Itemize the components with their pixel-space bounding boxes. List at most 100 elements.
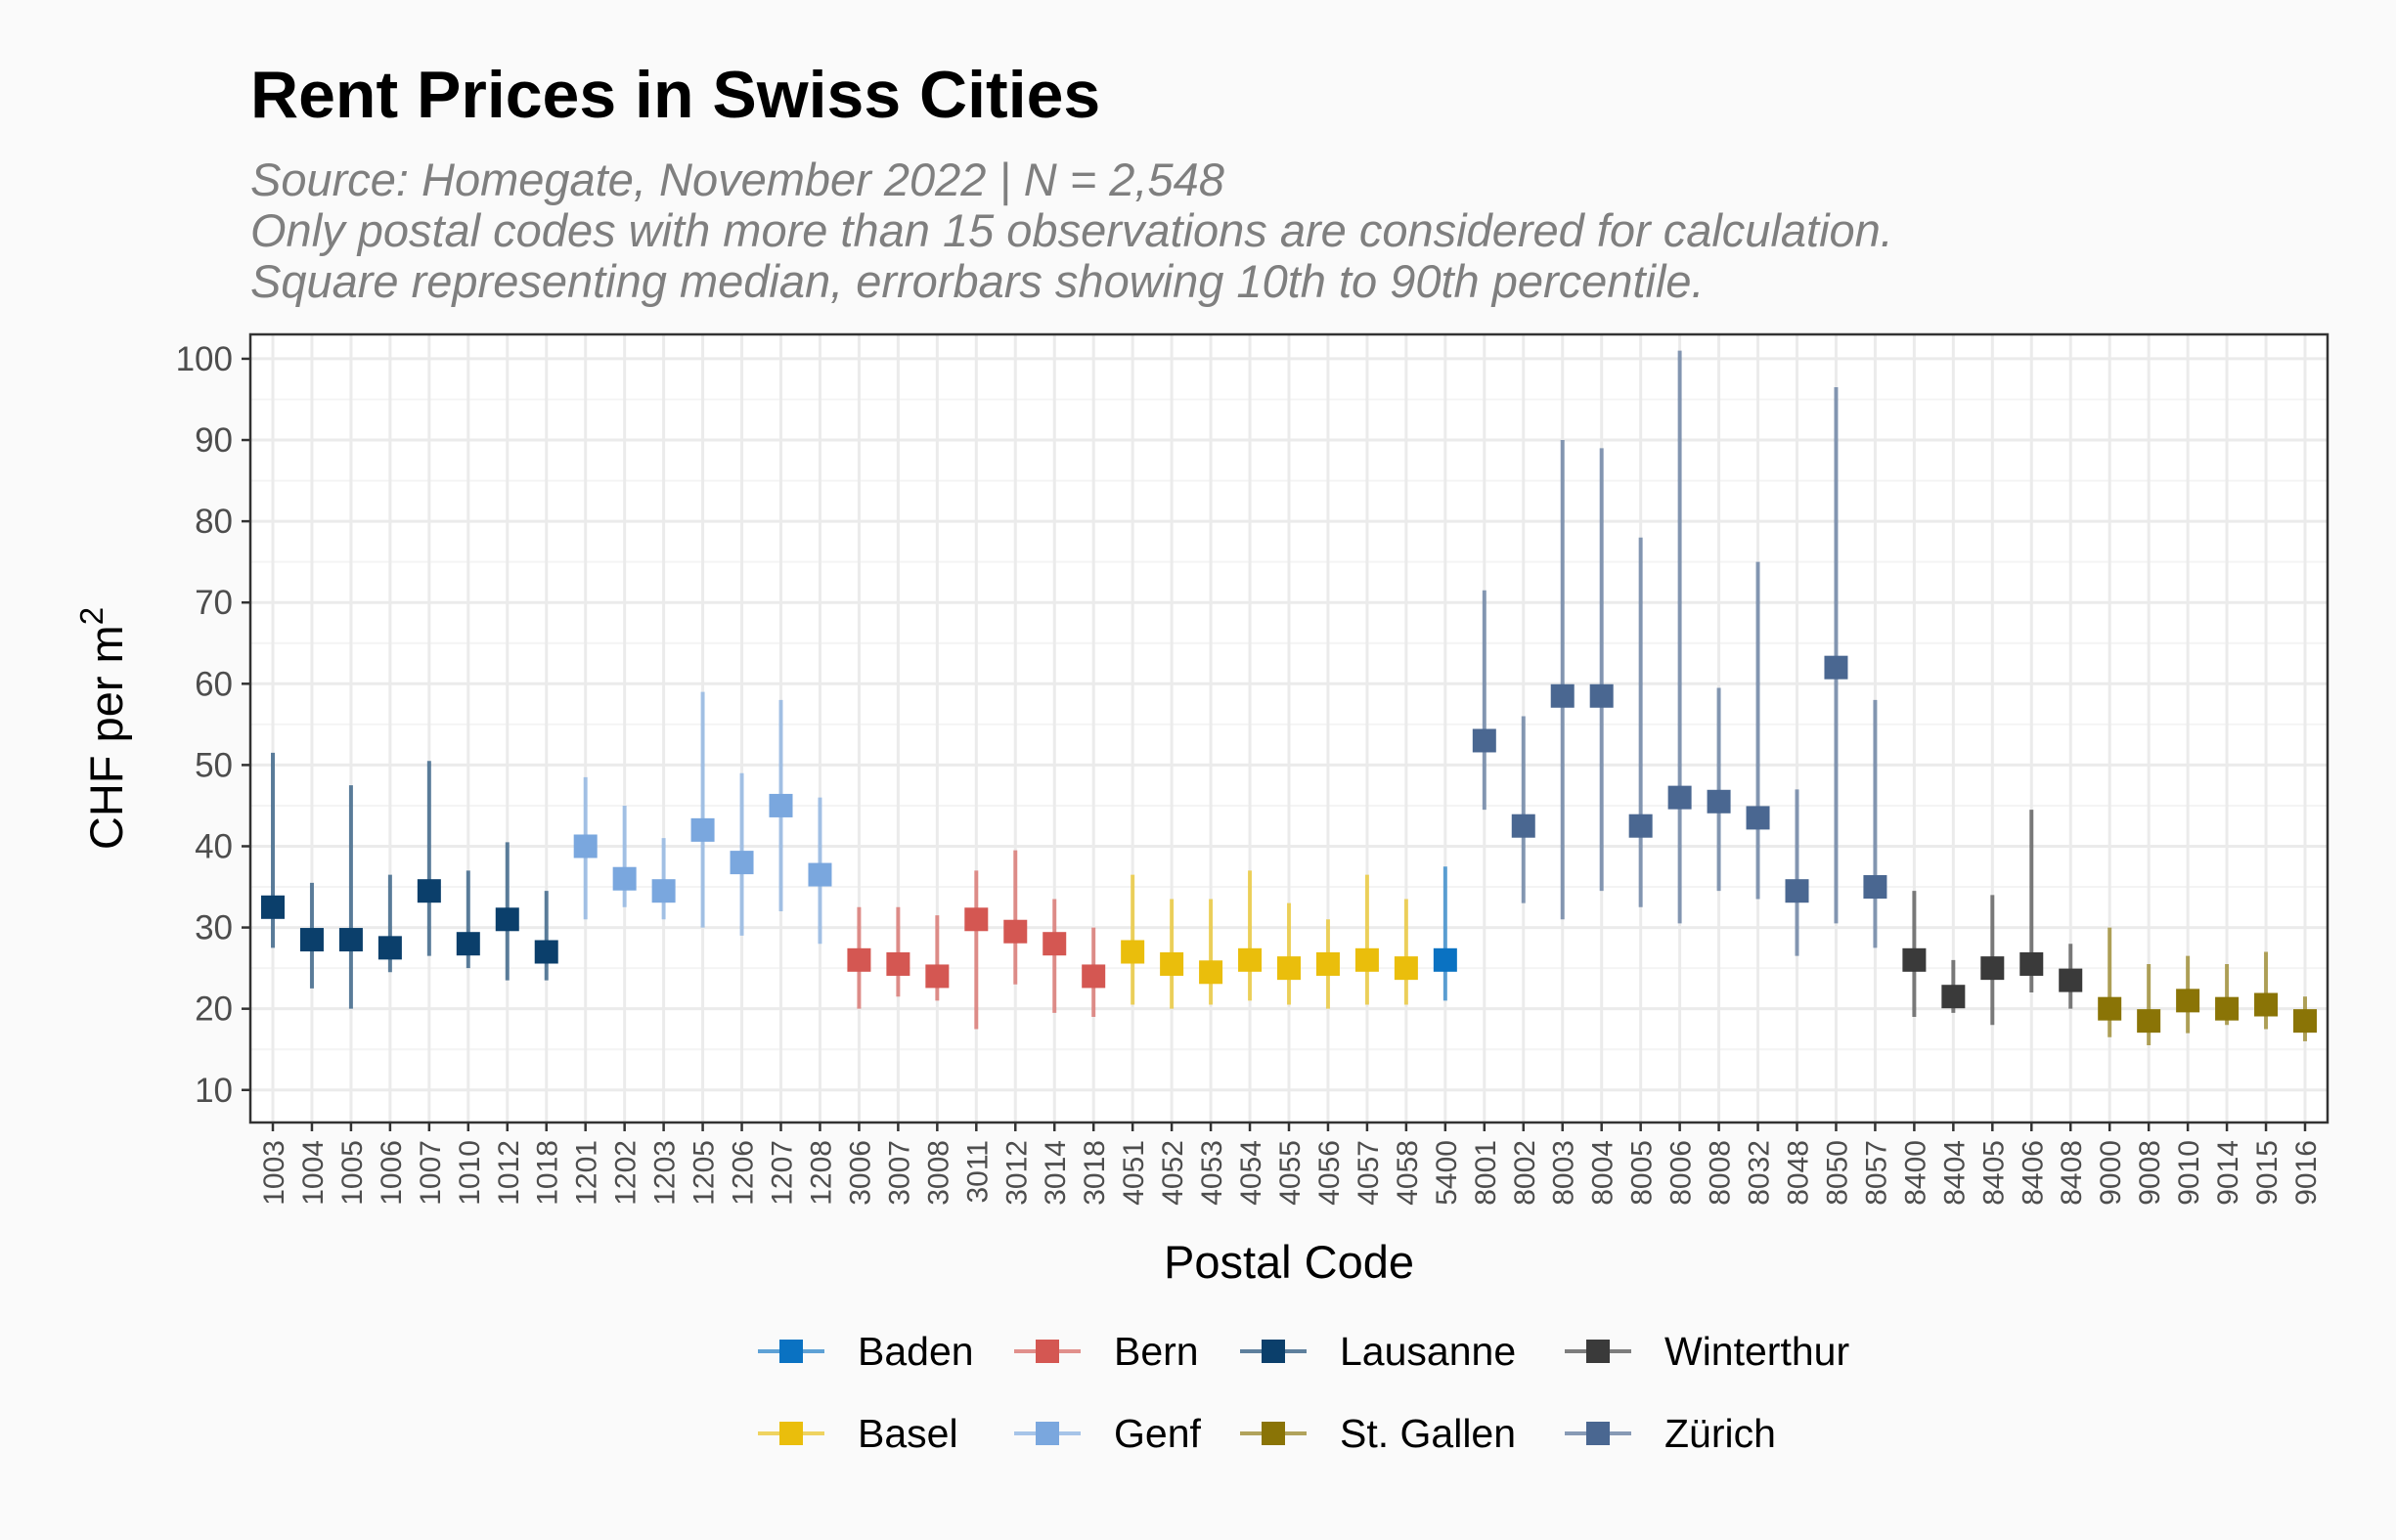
x-tick-label: 9015 [2251,1140,2284,1206]
legend-square [1262,1340,1285,1363]
median-marker-8048 [1785,879,1809,903]
x-tick-label: 1018 [532,1140,564,1206]
median-marker-1007 [417,879,441,903]
x-tick-label: 8400 [1899,1140,1931,1206]
x-tick-label: 1012 [493,1140,525,1206]
median-marker-8004 [1589,683,1614,708]
x-tick-label: 3018 [1079,1140,1111,1206]
median-marker-8006 [1667,785,1692,810]
x-tick-label: 4055 [1274,1140,1307,1206]
y-axis: 10 20 30 40 50 60 70 80 90 100 [176,340,250,1110]
median-marker-8057 [1863,875,1887,900]
median-marker-3008 [925,964,950,989]
legend-square [1036,1340,1059,1363]
median-marker-4057 [1354,947,1379,972]
legend-label: Basel [858,1411,958,1456]
x-tick-label: 8405 [1977,1140,2010,1206]
median-marker-4052 [1160,951,1184,976]
x-tick-label: 3012 [1000,1140,1033,1206]
legend-key-basel: Basel [758,1411,958,1456]
x-tick-label: 1004 [297,1140,330,1206]
median-marker-3018 [1082,964,1106,989]
median-markers [261,655,2317,1034]
x-axis: 1003 1004 1005 1006 1007 1010 1012 1018 1201 1202… [258,1122,2323,1206]
legend-label: Baden [858,1329,974,1374]
legend-label: Genf [1114,1411,1201,1456]
median-marker-4055 [1277,956,1301,981]
legend: Baden Bern Lausanne Winterthur Basel Genf St. … [758,1329,1849,1456]
x-tick-label: 8001 [1470,1140,1502,1206]
x-tick-label: 1203 [649,1140,682,1206]
legend-square [1586,1340,1610,1363]
x-tick-label: 8003 [1548,1140,1580,1206]
legend-key-baden: Baden [758,1329,974,1374]
median-marker-8050 [1824,655,1848,680]
legend-square [779,1422,803,1445]
median-marker-8032 [1746,806,1770,830]
x-tick-label: 9016 [2290,1140,2323,1206]
x-tick-label: 1005 [336,1140,369,1206]
x-tick-label: 3007 [883,1140,915,1206]
median-marker-3012 [1003,919,1028,944]
legend-label: Lausanne [1340,1329,1516,1374]
median-marker-8400 [1902,947,1927,972]
median-marker-8002 [1511,814,1535,838]
x-tick-label: 1010 [454,1140,486,1206]
legend-key-genf: Genf [1014,1411,1201,1456]
x-tick-label: 1202 [610,1140,643,1206]
x-tick-label: 4054 [1235,1140,1267,1206]
y-tick-label: 30 [195,909,233,947]
median-marker-8001 [1472,728,1496,753]
median-marker-1005 [338,928,363,952]
chart-subtitle-line-1: Source: Homegate, November 2022 | N = 2,… [250,154,1224,205]
legend-key-bern: Bern [1014,1329,1199,1374]
median-marker-8404 [1941,985,1966,1009]
x-tick-label: 8404 [1938,1140,1971,1206]
median-marker-9000 [2098,996,2122,1021]
median-marker-9010 [2176,989,2200,1013]
median-marker-3011 [964,907,989,932]
legend-key-winterthur: Winterthur [1565,1329,1849,1374]
y-axis-title: CHF per m2 [73,607,132,850]
median-marker-4053 [1199,960,1223,985]
x-tick-label: 1208 [805,1140,837,1206]
y-tick-label: 50 [195,746,233,784]
legend-square [1036,1422,1059,1445]
x-tick-label: 3008 [922,1140,954,1206]
median-marker-4054 [1238,947,1263,972]
median-marker-1206 [730,851,754,875]
median-marker-1203 [651,879,676,903]
x-tick-label: 8002 [1509,1140,1541,1206]
x-tick-label: 3011 [961,1140,994,1204]
y-tick-label: 90 [195,421,233,460]
x-tick-label: 8406 [2017,1140,2049,1206]
median-marker-8005 [1628,814,1653,838]
x-tick-label: 4051 [1118,1140,1150,1206]
y-tick-label: 20 [195,990,233,1029]
x-tick-label: 9008 [2134,1140,2166,1206]
x-tick-label: 8005 [1626,1140,1659,1206]
legend-key-lausanne: Lausanne [1240,1329,1516,1374]
x-tick-label: 1205 [688,1140,721,1206]
x-tick-label: 8004 [1587,1140,1620,1206]
median-marker-5400 [1433,947,1457,972]
median-marker-1205 [690,817,715,842]
median-marker-4051 [1121,940,1145,964]
median-marker-3014 [1043,932,1067,956]
y-tick-label: 70 [195,584,233,622]
chart-subtitle-line-2: Only postal codes with more than 15 obse… [250,204,1893,256]
x-tick-label: 8057 [1860,1140,1892,1206]
legend-key-z-rich: Zürich [1565,1411,1776,1456]
median-marker-1201 [573,834,598,858]
legend-label: Zürich [1664,1411,1776,1456]
y-tick-label: 40 [195,827,233,865]
legend-square [1586,1422,1610,1445]
median-marker-1003 [261,895,285,919]
y-axis-title-superscript: 2 [73,607,110,625]
median-marker-9015 [2254,992,2279,1017]
x-tick-label: 1206 [728,1140,760,1206]
median-marker-9008 [2137,1009,2161,1034]
x-tick-label: 3006 [844,1140,876,1206]
x-tick-label: 8032 [1744,1140,1776,1206]
median-marker-9016 [2293,1009,2317,1034]
